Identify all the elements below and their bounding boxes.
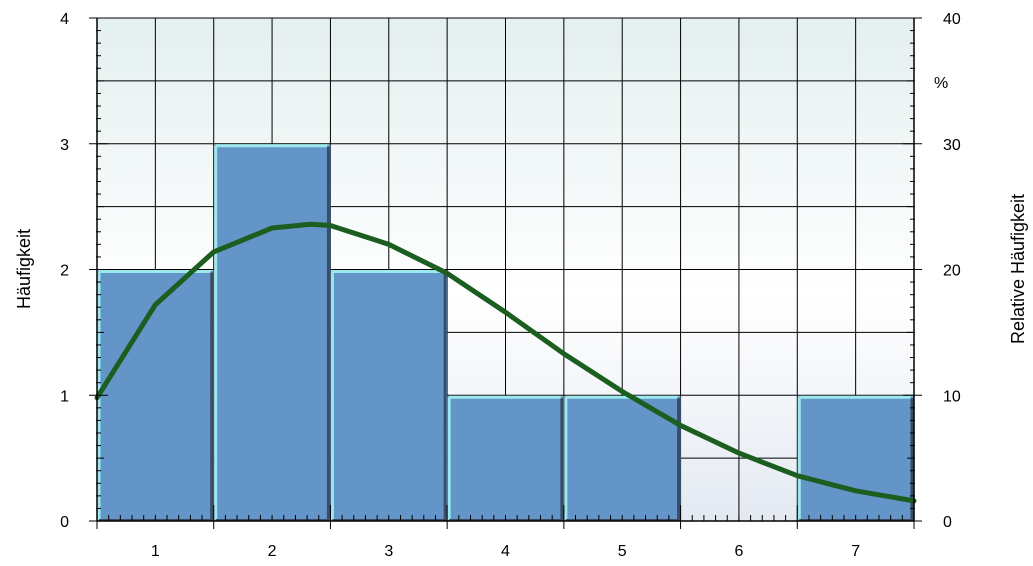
histogram-bar xyxy=(797,395,914,521)
y-axis-title: Häufigkeit xyxy=(14,229,34,309)
x-tick-label: 2 xyxy=(268,543,277,560)
histogram-bar xyxy=(214,144,331,521)
y-tick-label: 2 xyxy=(60,263,69,280)
axes xyxy=(89,17,922,529)
histogram-bar xyxy=(97,270,214,521)
x-tick-label: 1 xyxy=(151,543,160,560)
bar-fill xyxy=(214,144,331,521)
y2-axis-title: Relative Häufigkeit xyxy=(1008,194,1028,344)
y2-unit-label: % xyxy=(934,75,948,92)
y2-tick-label: 0 xyxy=(943,514,952,531)
y-tick-label: 1 xyxy=(60,388,69,405)
bar-fill xyxy=(98,270,214,521)
bar-fill xyxy=(448,396,564,521)
x-tick-label: 6 xyxy=(734,543,743,560)
y-tick-label: 4 xyxy=(60,11,69,28)
y2-tick-label: 20 xyxy=(943,263,961,280)
density-curve xyxy=(94,221,917,504)
histogram-bar xyxy=(447,395,564,521)
x-tick-label: 3 xyxy=(384,543,393,560)
y-tick-label: 3 xyxy=(60,137,69,154)
y2-tick-label: 30 xyxy=(943,137,961,154)
y2-tick-label: 10 xyxy=(943,388,961,405)
bars xyxy=(97,144,914,521)
y-tick-label: 0 xyxy=(60,514,69,531)
x-tick-label: 4 xyxy=(501,543,510,560)
bar-fill xyxy=(798,396,914,521)
bar-fill xyxy=(331,270,448,521)
density-curve-layer xyxy=(94,221,917,504)
y2-tick-label: 40 xyxy=(943,11,961,28)
x-tick-label: 7 xyxy=(851,543,860,560)
histogram-bar xyxy=(330,270,448,521)
x-tick-label: 5 xyxy=(618,543,627,560)
